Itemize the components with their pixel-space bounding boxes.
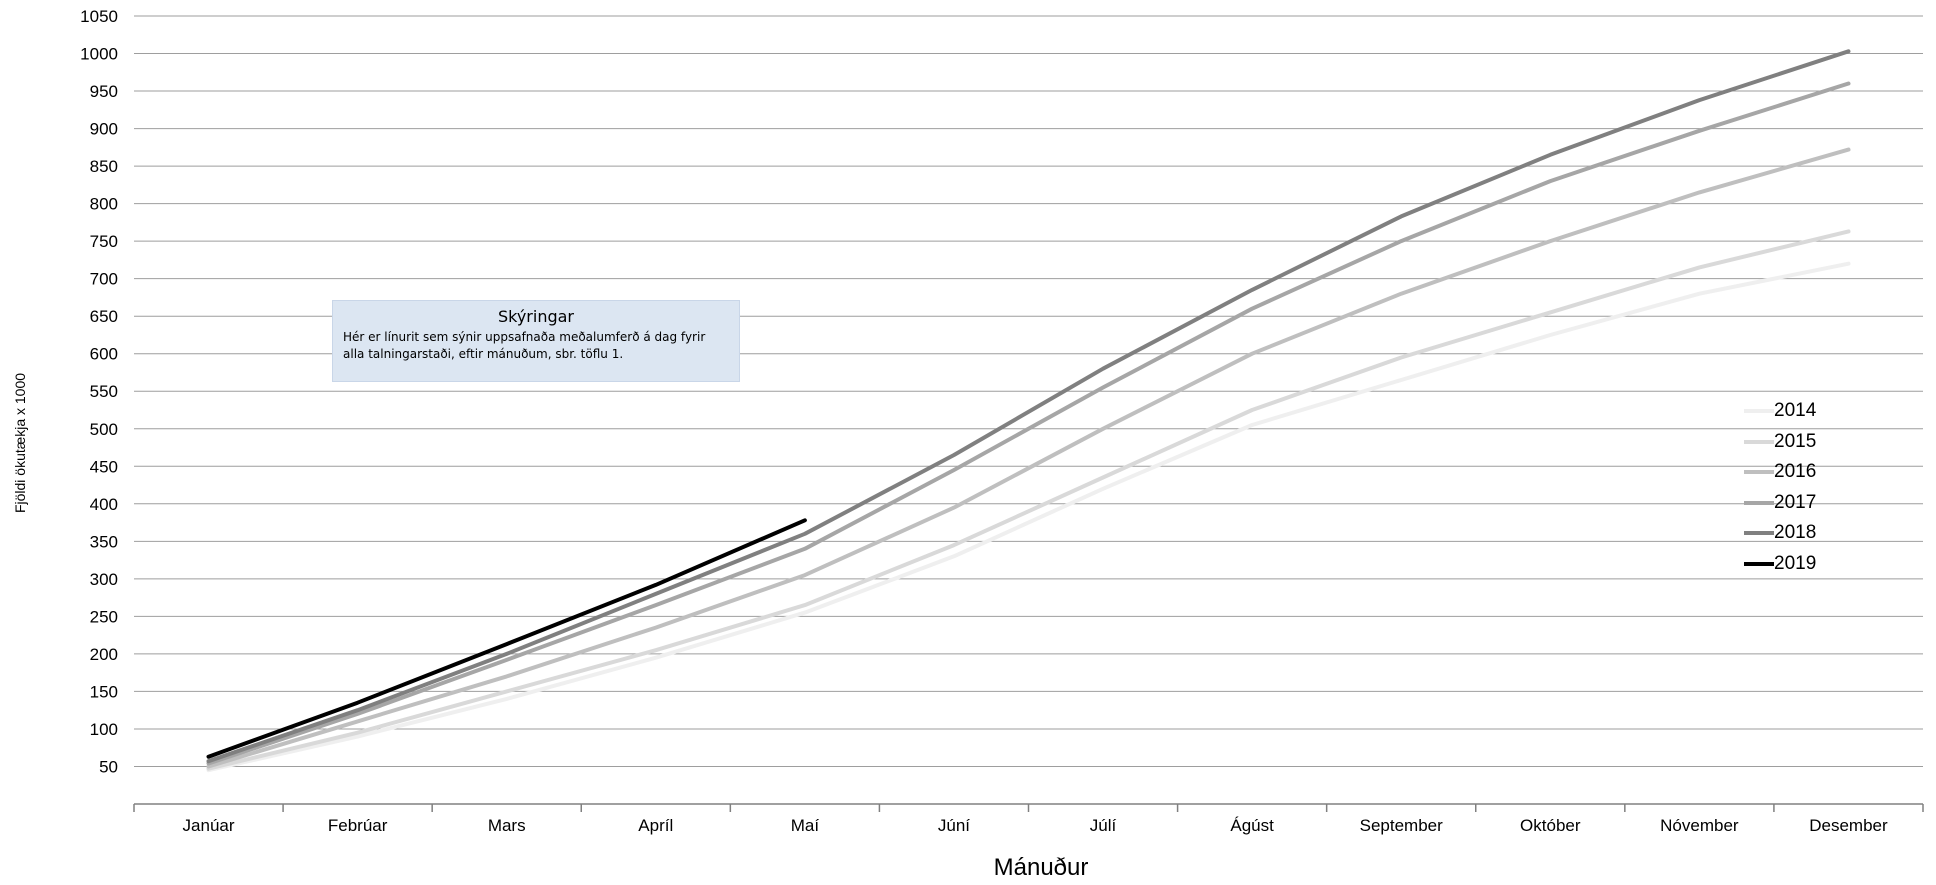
note-box: Skýringar Hér er línurit sem sýnir uppsa…	[332, 300, 740, 382]
y-tick-label: 650	[90, 307, 118, 326]
legend-label: 2016	[1774, 461, 1817, 483]
y-tick-label: 400	[90, 495, 118, 514]
x-tick-label: Júlí	[1090, 816, 1117, 835]
note-title: Skýringar	[497, 307, 575, 326]
series-line-2014	[206, 261, 1851, 773]
y-tick-label: 150	[90, 682, 118, 701]
legend-label: 2015	[1774, 430, 1817, 452]
legend-item-2018: 2018	[1744, 518, 1864, 549]
x-tick-label: Október	[1520, 816, 1581, 835]
x-tick-label: Ágúst	[1230, 816, 1274, 835]
y-axis-title-wrap: Fjöldi ökutækja x 1000	[8, 0, 32, 885]
series-line-2017	[206, 81, 1851, 766]
x-tick-label: September	[1360, 816, 1443, 835]
x-tick-label: Apríl	[638, 816, 673, 835]
legend: 2014 2015 2016 2017 2018 2019	[1744, 396, 1864, 579]
series-line-2018	[206, 49, 1851, 764]
legend-item-2014: 2014	[1744, 396, 1864, 427]
gridlines	[134, 15, 1923, 767]
y-tick-label: 350	[90, 532, 118, 551]
legend-swatch	[1744, 531, 1774, 536]
y-tick-label: 100	[90, 720, 118, 739]
y-tick-label: 50	[99, 757, 118, 776]
y-tick-labels: 50 100 150 200 250 300 350 400 450 500 550 600 650 70…	[80, 7, 118, 776]
legend-swatch	[1744, 409, 1774, 414]
legend-item-2019: 2019	[1744, 549, 1864, 580]
y-tick-label: 250	[90, 607, 118, 626]
x-tick-label: Nóvember	[1660, 816, 1739, 835]
x-tick-label: Janúar	[183, 816, 235, 835]
series-lines	[206, 49, 1851, 773]
y-tick-label: 1050	[80, 7, 118, 26]
y-tick-label: 750	[90, 232, 118, 251]
series-line-2019	[206, 518, 807, 759]
x-tick-label: Mars	[488, 816, 526, 835]
y-axis-title: Fjöldi ökutækja x 1000	[12, 372, 29, 513]
legend-label: 2018	[1774, 522, 1817, 544]
y-tick-label: 550	[90, 382, 118, 401]
y-tick-label: 900	[90, 120, 118, 139]
y-tick-label: 850	[90, 157, 118, 176]
x-tick-label: Desember	[1809, 816, 1888, 835]
x-axis	[133, 803, 1924, 812]
x-axis-title: Mánuður	[994, 854, 1089, 881]
y-tick-label: 700	[90, 270, 118, 289]
y-tick-label: 950	[90, 82, 118, 101]
note-body: Hér er línurit sem sýnir uppsafnaða meða…	[343, 330, 706, 361]
x-tick-label: Febrúar	[328, 816, 388, 835]
legend-swatch	[1744, 439, 1774, 444]
series-line-2016	[206, 147, 1851, 769]
legend-item-2016: 2016	[1744, 457, 1864, 488]
legend-label: 2019	[1774, 552, 1817, 574]
legend-item-2017: 2017	[1744, 488, 1864, 519]
y-tick-label: 500	[90, 420, 118, 439]
x-tick-labels: Janúar Febrúar Mars Apríl Maí Júní Júlí Ágúst Se…	[183, 816, 1888, 835]
legend-swatch	[1744, 470, 1774, 475]
y-tick-label: 450	[90, 457, 118, 476]
legend-swatch	[1744, 500, 1774, 505]
legend-item-2015: 2015	[1744, 427, 1864, 458]
y-tick-label: 600	[90, 345, 118, 364]
legend-label: 2017	[1774, 491, 1817, 513]
legend-swatch	[1744, 561, 1774, 566]
y-tick-label: 1000	[80, 45, 118, 64]
y-tick-label: 300	[90, 570, 118, 589]
x-tick-label: Maí	[791, 816, 820, 835]
y-tick-label: 200	[90, 645, 118, 664]
series-line-2015	[206, 229, 1851, 771]
legend-label: 2014	[1774, 400, 1817, 422]
y-tick-label: 800	[90, 195, 118, 214]
x-tick-label: Júní	[938, 816, 970, 835]
